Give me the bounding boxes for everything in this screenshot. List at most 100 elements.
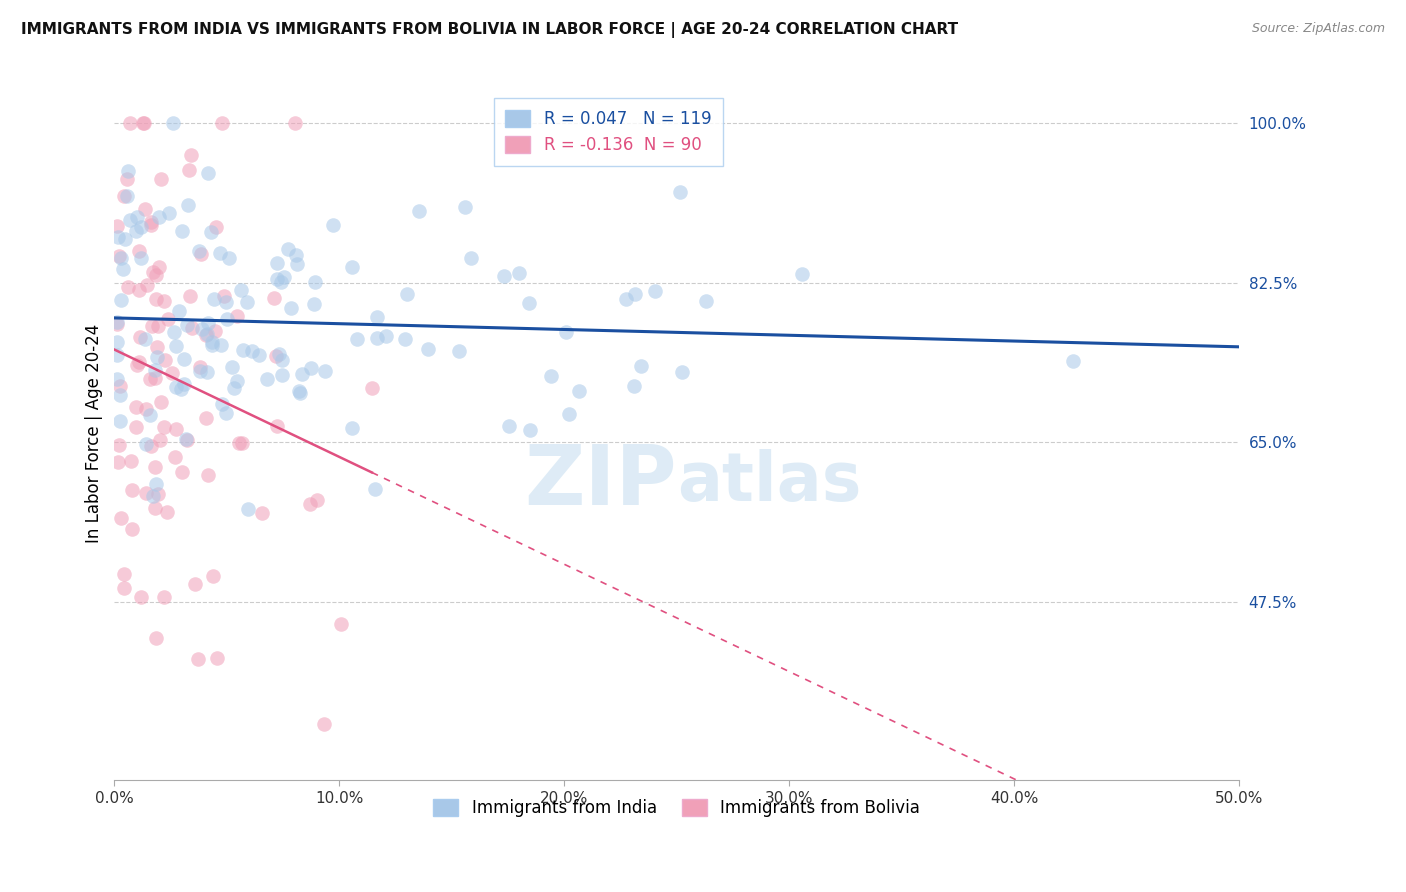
Point	[125, 420, 148, 434]
Point	[105, 335, 128, 350]
Point	[150, 171, 173, 186]
Point	[105, 348, 128, 362]
Point	[460, 251, 482, 265]
Point	[221, 359, 243, 374]
Point	[288, 385, 311, 400]
Point	[108, 387, 131, 401]
Point	[160, 366, 183, 380]
Point	[208, 245, 231, 260]
Point	[453, 200, 475, 214]
Point	[127, 358, 149, 372]
Point	[108, 438, 131, 452]
Point	[280, 301, 302, 315]
Point	[177, 162, 200, 177]
Point	[117, 163, 139, 178]
Point	[117, 189, 139, 203]
Point	[205, 219, 228, 234]
Point	[250, 507, 273, 521]
Point	[135, 485, 157, 500]
Point	[108, 378, 131, 392]
Point	[266, 419, 288, 434]
Point	[201, 337, 224, 351]
Point	[285, 248, 308, 262]
Point	[177, 198, 200, 212]
Point	[346, 332, 368, 346]
Point	[202, 568, 225, 582]
Point	[143, 459, 166, 474]
Point	[179, 289, 201, 303]
Point	[624, 286, 647, 301]
Point	[162, 116, 184, 130]
Point	[135, 277, 157, 292]
Point	[314, 717, 336, 731]
Point	[191, 322, 214, 336]
Point	[128, 244, 150, 258]
Point	[107, 455, 129, 469]
Point	[105, 371, 128, 385]
Point	[138, 409, 160, 423]
Point	[218, 251, 240, 265]
Point	[173, 352, 195, 367]
Point	[115, 172, 138, 186]
Point	[143, 371, 166, 385]
Point	[145, 631, 167, 645]
Point	[366, 310, 388, 325]
Point	[108, 248, 131, 262]
Point	[209, 338, 232, 352]
Point	[264, 350, 287, 364]
Point	[124, 401, 146, 415]
Point	[125, 224, 148, 238]
Point	[231, 435, 253, 450]
Point	[374, 329, 396, 343]
Point	[671, 365, 693, 379]
Point	[305, 493, 328, 508]
Point	[630, 359, 652, 374]
Point	[145, 292, 167, 306]
Point	[340, 420, 363, 434]
Point	[108, 414, 131, 428]
Point	[200, 225, 222, 239]
Point	[195, 365, 218, 379]
Text: ZIP: ZIP	[524, 442, 676, 523]
Point	[172, 465, 194, 479]
Point	[132, 116, 155, 130]
Point	[141, 218, 163, 232]
Point	[197, 316, 219, 330]
Point	[270, 368, 292, 383]
Point	[105, 219, 128, 233]
Point	[790, 267, 813, 281]
Point	[139, 215, 162, 229]
Point	[141, 319, 163, 334]
Point	[149, 433, 172, 447]
Point	[291, 367, 314, 381]
Point	[340, 260, 363, 275]
Point	[204, 324, 226, 338]
Point	[215, 294, 238, 309]
Point	[304, 275, 326, 289]
Point	[195, 326, 218, 341]
Point	[669, 185, 692, 199]
Point	[139, 439, 162, 453]
Point	[211, 116, 233, 130]
Point	[117, 280, 139, 294]
Point	[155, 505, 177, 519]
Point	[314, 364, 336, 378]
Point	[508, 266, 530, 280]
Point	[232, 343, 254, 358]
Point	[129, 219, 152, 234]
Point	[236, 294, 259, 309]
Point	[142, 264, 165, 278]
Point	[188, 364, 211, 378]
Point	[105, 315, 128, 329]
Point	[270, 275, 292, 289]
Point	[299, 497, 322, 511]
Point	[112, 566, 135, 581]
Point	[146, 350, 169, 364]
Point	[240, 343, 263, 358]
Point	[194, 410, 217, 425]
Point	[112, 581, 135, 595]
Point	[145, 268, 167, 282]
Point	[180, 321, 202, 335]
Point	[1062, 354, 1084, 368]
Legend: Immigrants from India, Immigrants from Bolivia: Immigrants from India, Immigrants from B…	[426, 792, 927, 824]
